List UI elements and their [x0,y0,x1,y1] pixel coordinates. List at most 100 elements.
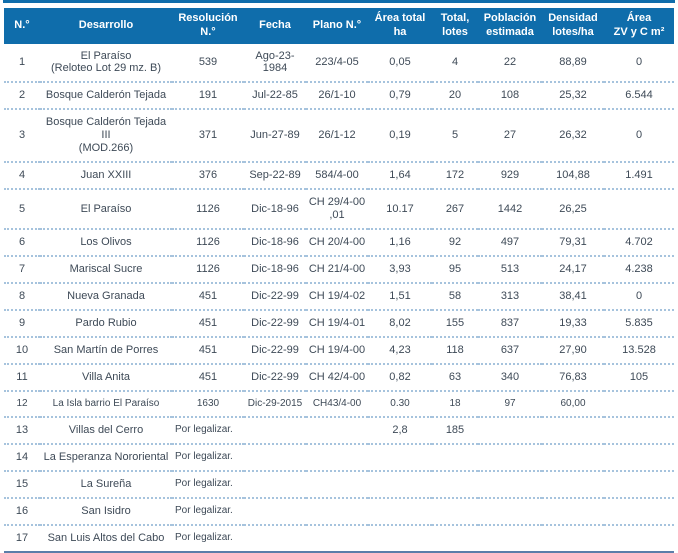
cell-densidad: 76,83 [542,364,604,393]
cell-resolucion: 371 [172,109,244,164]
cell-area-zv: 1.491 [604,162,674,191]
cell-numero: 17 [15,531,29,544]
cell-plano: CH 19/4-02 [306,283,368,312]
cell-poblacion: 313 [478,283,542,312]
cell-area-zv [604,189,674,231]
cell-plano: CH 19/4-00 [306,337,368,366]
table-row: 2 Bosque Calderón Tejada 191 Jul-22-85 26/1-… [4,82,674,111]
cell-plano: CH 21/4-00 [306,256,368,285]
table-row: 7 Mariscal Sucre 1126 Dic-18-96 CH 21/4-00 3,… [4,256,674,285]
cell-fecha: Dic-22-99 [244,364,306,393]
cell-desarrollo: Nueva Granada [40,283,172,312]
cell-area-zv: 0 [604,43,674,84]
cell-poblacion: 22 [478,43,542,84]
table-row: 13 Villas del Cerro Por legalizar. 2,8 185 [4,416,674,445]
cell-total-lotes: 95 [432,256,478,285]
cell-total-lotes: 20 [432,82,478,111]
cell-area-total: 0,79 [368,82,432,111]
cell-densidad: 25,32 [542,82,604,111]
cell-densidad: 79,31 [542,229,604,258]
cell-total-lotes [432,497,478,526]
cell-fecha: Jul-22-85 [244,82,306,111]
cell-numero: 15 [4,470,40,499]
cell-desarrollo: Los Olivos [40,229,172,258]
table-row: 5 El Paraíso 1126 Dic-18-96 CH 29/4-00 ,01 10… [4,189,674,231]
cell-desarrollo: Juan XXIII [40,162,172,191]
cell-poblacion: 340 [478,364,542,393]
cell-numero: 1 [4,43,40,84]
cell-total-lotes: 18 [432,391,478,418]
cell-total-lotes: 185 [432,416,478,445]
col-header-area-total: Área total ha [368,8,432,44]
cell-fecha: Dic-22-99 [244,310,306,339]
cell-total-lotes: 63 [432,364,478,393]
cell-area-total: 4,23 [368,337,432,366]
cell-area-zv: 0 [604,109,674,164]
cell-densidad: 24,17 [542,256,604,285]
cell-plano [306,497,368,526]
cell-desarrollo: Bosque Calderón Tejada III (MOD.266) [40,109,172,164]
cell-desarrollo: Villa Anita [40,364,172,393]
cell-area-total [368,470,432,499]
table-row: 11 Villa Anita 451 Dic-22-99 CH 42/4-00 0,82 6… [4,364,674,393]
cell-numero: 5 [4,189,40,231]
cell-fecha: Sep-22-89 [244,162,306,191]
cell-area-zv: 5.835 [604,310,674,339]
cell-area-zv [604,497,674,526]
cell-numero: 12 [4,391,40,418]
cell-fecha: Dic-29-2015 [244,391,306,418]
cell-densidad: 38,41 [542,283,604,312]
cell-resolucion: 191 [172,82,244,111]
cell-resolucion: 1126 [172,229,244,258]
cell-desarrollo: San Martín de Porres [40,337,172,366]
table-row: 4 Juan XXIII 376 Sep-22-89 584/4-00 1,64 172 92… [4,162,674,191]
cell-resolucion: 451 [172,364,244,393]
cell-fecha: Dic-22-99 [244,283,306,312]
cell-poblacion [478,470,542,499]
cell-numero: 2 [4,82,40,111]
cell-fecha: Dic-18-96 [244,189,306,231]
col-header-poblacion: Población estimada [478,8,542,44]
cell-desarrollo: La Sureña [40,470,172,499]
cell-densidad: 60,00 [542,391,604,418]
cell-area-zv: 105 [604,364,674,393]
cell-area-zv: 13.528 [604,337,674,366]
cell-resolucion: Por legalizar. [172,443,244,472]
cell-area-zv: 6.544 [604,82,674,111]
cell-numero: 7 [4,256,40,285]
cell-desarrollo: San Isidro [40,497,172,526]
cell-area-total: 0,19 [368,109,432,164]
cell-densidad [542,470,604,499]
cell-resolucion: 376 [172,162,244,191]
col-header-fecha: Fecha [244,8,306,44]
table-row: 17 San Luis Altos del Cabo Por legalizar. [4,525,674,552]
cell-desarrollo: La Esperanza Nororiental [40,443,172,472]
cell-numero: 16 [4,497,40,526]
cell-numero: 8 [4,283,40,312]
cell-plano: 223/4-05 [306,43,368,84]
col-header-area-zv: Área ZV y C m² [604,8,674,44]
cell-desarrollo: La Isla barrio El Paraíso [40,391,172,418]
cell-total-lotes: 155 [432,310,478,339]
cell-poblacion: 497 [478,229,542,258]
desarrollos-table: N.° Desarrollo Resolución N.° Fecha Plan… [4,8,674,553]
cell-desarrollo: Villas del Cerro [40,416,172,445]
cell-area-total: 0,05 [368,43,432,84]
cell-densidad: 19,33 [542,310,604,339]
cell-resolucion: 451 [172,337,244,366]
cell-area-total [368,443,432,472]
cell-poblacion: 108 [478,82,542,111]
table-body: 1 El Paraíso (Reloteo Lot 29 mz. B) 539 Ago… [4,43,674,552]
cell-area-zv: 0 [604,283,674,312]
cell-densidad: 26,32 [542,109,604,164]
cell-area-total: 1,64 [368,162,432,191]
cell-fecha [244,416,306,445]
cell-area-zv: 4.238 [604,256,674,285]
header-row: N.° Desarrollo Resolución N.° Fecha Plan… [4,8,674,44]
cell-desarrollo: El Paraíso [40,189,172,231]
cell-plano: CH 29/4-00 ,01 [306,189,368,231]
col-header-numero: N.° [4,8,40,44]
cell-fecha [244,443,306,472]
cell-poblacion [478,416,542,445]
cell-total-lotes: 58 [432,283,478,312]
